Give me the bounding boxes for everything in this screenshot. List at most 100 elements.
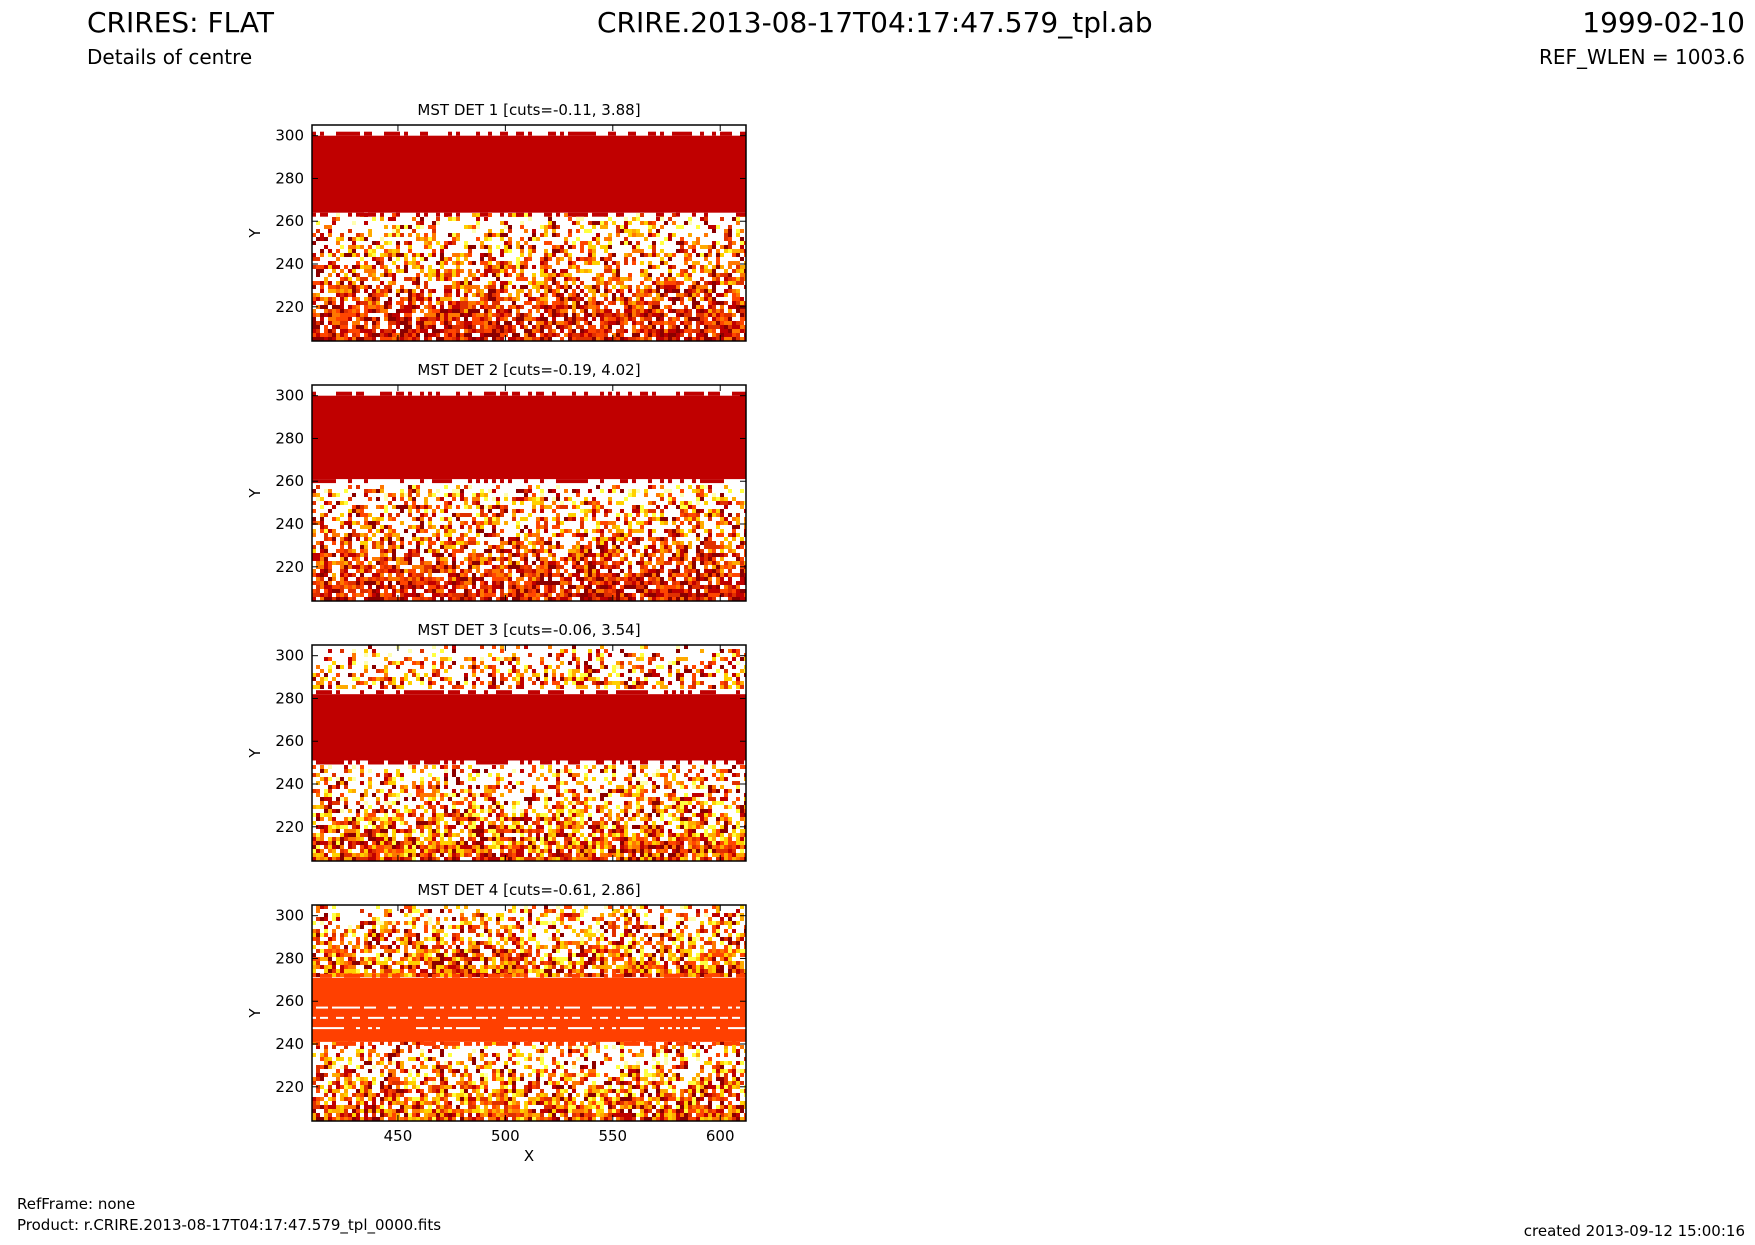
noise-cell bbox=[408, 233, 412, 237]
noise-cell bbox=[740, 765, 744, 769]
noise-cell bbox=[560, 577, 564, 581]
noise-cell bbox=[380, 489, 384, 493]
band-edge-cell bbox=[560, 479, 564, 484]
noise-cell bbox=[688, 245, 692, 249]
noise-cell bbox=[640, 281, 644, 285]
noise-cell bbox=[576, 585, 580, 589]
noise-cell bbox=[356, 261, 360, 265]
noise-cell bbox=[472, 497, 476, 501]
noise-cell bbox=[580, 537, 584, 541]
noise-cell bbox=[508, 321, 512, 325]
noise-cell bbox=[436, 309, 440, 313]
noise-cell bbox=[396, 289, 400, 293]
noise-cell bbox=[472, 561, 476, 565]
noise-cell bbox=[348, 517, 352, 521]
noise-cell bbox=[660, 553, 664, 557]
noise-cell bbox=[672, 557, 676, 561]
noise-cell bbox=[560, 249, 564, 253]
y-tick-label: 300 bbox=[275, 387, 304, 405]
noise-cell bbox=[708, 793, 712, 797]
noise-cell bbox=[416, 817, 420, 821]
noise-cell bbox=[488, 325, 492, 329]
noise-cell bbox=[608, 337, 612, 341]
noise-cell bbox=[736, 797, 740, 801]
noise-cell bbox=[524, 277, 528, 281]
noise-cell bbox=[536, 501, 540, 505]
noise-cell bbox=[700, 813, 704, 817]
noise-cell bbox=[436, 549, 440, 553]
noise-cell bbox=[460, 297, 464, 301]
noise-cell bbox=[600, 301, 604, 305]
noise-cell bbox=[564, 497, 568, 501]
noise-cell bbox=[384, 329, 388, 333]
noise-cell bbox=[504, 597, 508, 601]
noise-cell bbox=[348, 533, 352, 537]
noise-cell bbox=[536, 533, 540, 537]
noise-cell bbox=[380, 537, 384, 541]
noise-cell bbox=[560, 557, 564, 561]
noise-cell bbox=[524, 581, 528, 585]
noise-cell bbox=[604, 537, 608, 541]
noise-cell bbox=[696, 293, 700, 297]
noise-cell bbox=[708, 789, 712, 793]
noise-cell bbox=[472, 541, 476, 545]
noise-cell bbox=[420, 573, 424, 577]
noise-cell bbox=[340, 569, 344, 573]
noise-cell bbox=[640, 581, 644, 585]
noise-cell bbox=[648, 801, 652, 805]
noise-cell bbox=[536, 285, 540, 289]
noise-cell bbox=[452, 305, 456, 309]
noise-cell bbox=[620, 289, 624, 293]
noise-cell bbox=[740, 273, 744, 277]
band-edge-cell bbox=[508, 479, 512, 484]
band-edge-cell bbox=[372, 212, 376, 217]
noise-cell bbox=[472, 501, 476, 505]
noise-cell bbox=[652, 241, 656, 245]
noise-cell bbox=[632, 765, 636, 769]
noise-cell bbox=[360, 593, 364, 597]
noise-cell bbox=[416, 541, 420, 545]
noise-cell bbox=[412, 589, 416, 593]
noise-cell bbox=[580, 533, 584, 537]
noise-cell bbox=[364, 569, 368, 573]
noise-cell bbox=[368, 273, 372, 277]
noise-cell bbox=[672, 501, 676, 505]
noise-cell bbox=[708, 325, 712, 329]
noise-cell bbox=[416, 577, 420, 581]
noise-cell bbox=[424, 313, 428, 317]
noise-cell bbox=[676, 541, 680, 545]
noise-cell bbox=[732, 281, 736, 285]
noise-cell bbox=[404, 589, 408, 593]
noise-cell bbox=[712, 317, 716, 321]
noise-cell bbox=[736, 277, 740, 281]
noise-cell bbox=[480, 557, 484, 561]
noise-cell bbox=[740, 337, 744, 341]
noise-cell bbox=[712, 281, 716, 285]
noise-cell bbox=[720, 773, 724, 777]
noise-cell bbox=[364, 517, 368, 521]
noise-cell bbox=[360, 525, 364, 529]
noise-cell bbox=[340, 281, 344, 285]
noise-cell bbox=[472, 277, 476, 281]
noise-cell bbox=[360, 773, 364, 777]
noise-cell bbox=[460, 549, 464, 553]
noise-cell bbox=[592, 553, 596, 557]
noise-cell bbox=[484, 533, 488, 537]
noise-cell bbox=[564, 289, 568, 293]
noise-cell bbox=[472, 593, 476, 597]
noise-cell bbox=[412, 549, 416, 553]
noise-cell bbox=[556, 793, 560, 797]
noise-cell bbox=[416, 253, 420, 257]
noise-cell bbox=[720, 577, 724, 581]
noise-cell bbox=[708, 529, 712, 533]
noise-cell bbox=[352, 573, 356, 577]
noise-cell bbox=[560, 597, 564, 601]
noise-cell bbox=[700, 785, 704, 789]
noise-cell bbox=[456, 817, 460, 821]
noise-cell bbox=[384, 509, 388, 513]
noise-cell bbox=[696, 317, 700, 321]
noise-cell bbox=[604, 317, 608, 321]
noise-cell bbox=[724, 589, 728, 593]
noise-cell bbox=[368, 537, 372, 541]
noise-cell bbox=[712, 497, 716, 501]
